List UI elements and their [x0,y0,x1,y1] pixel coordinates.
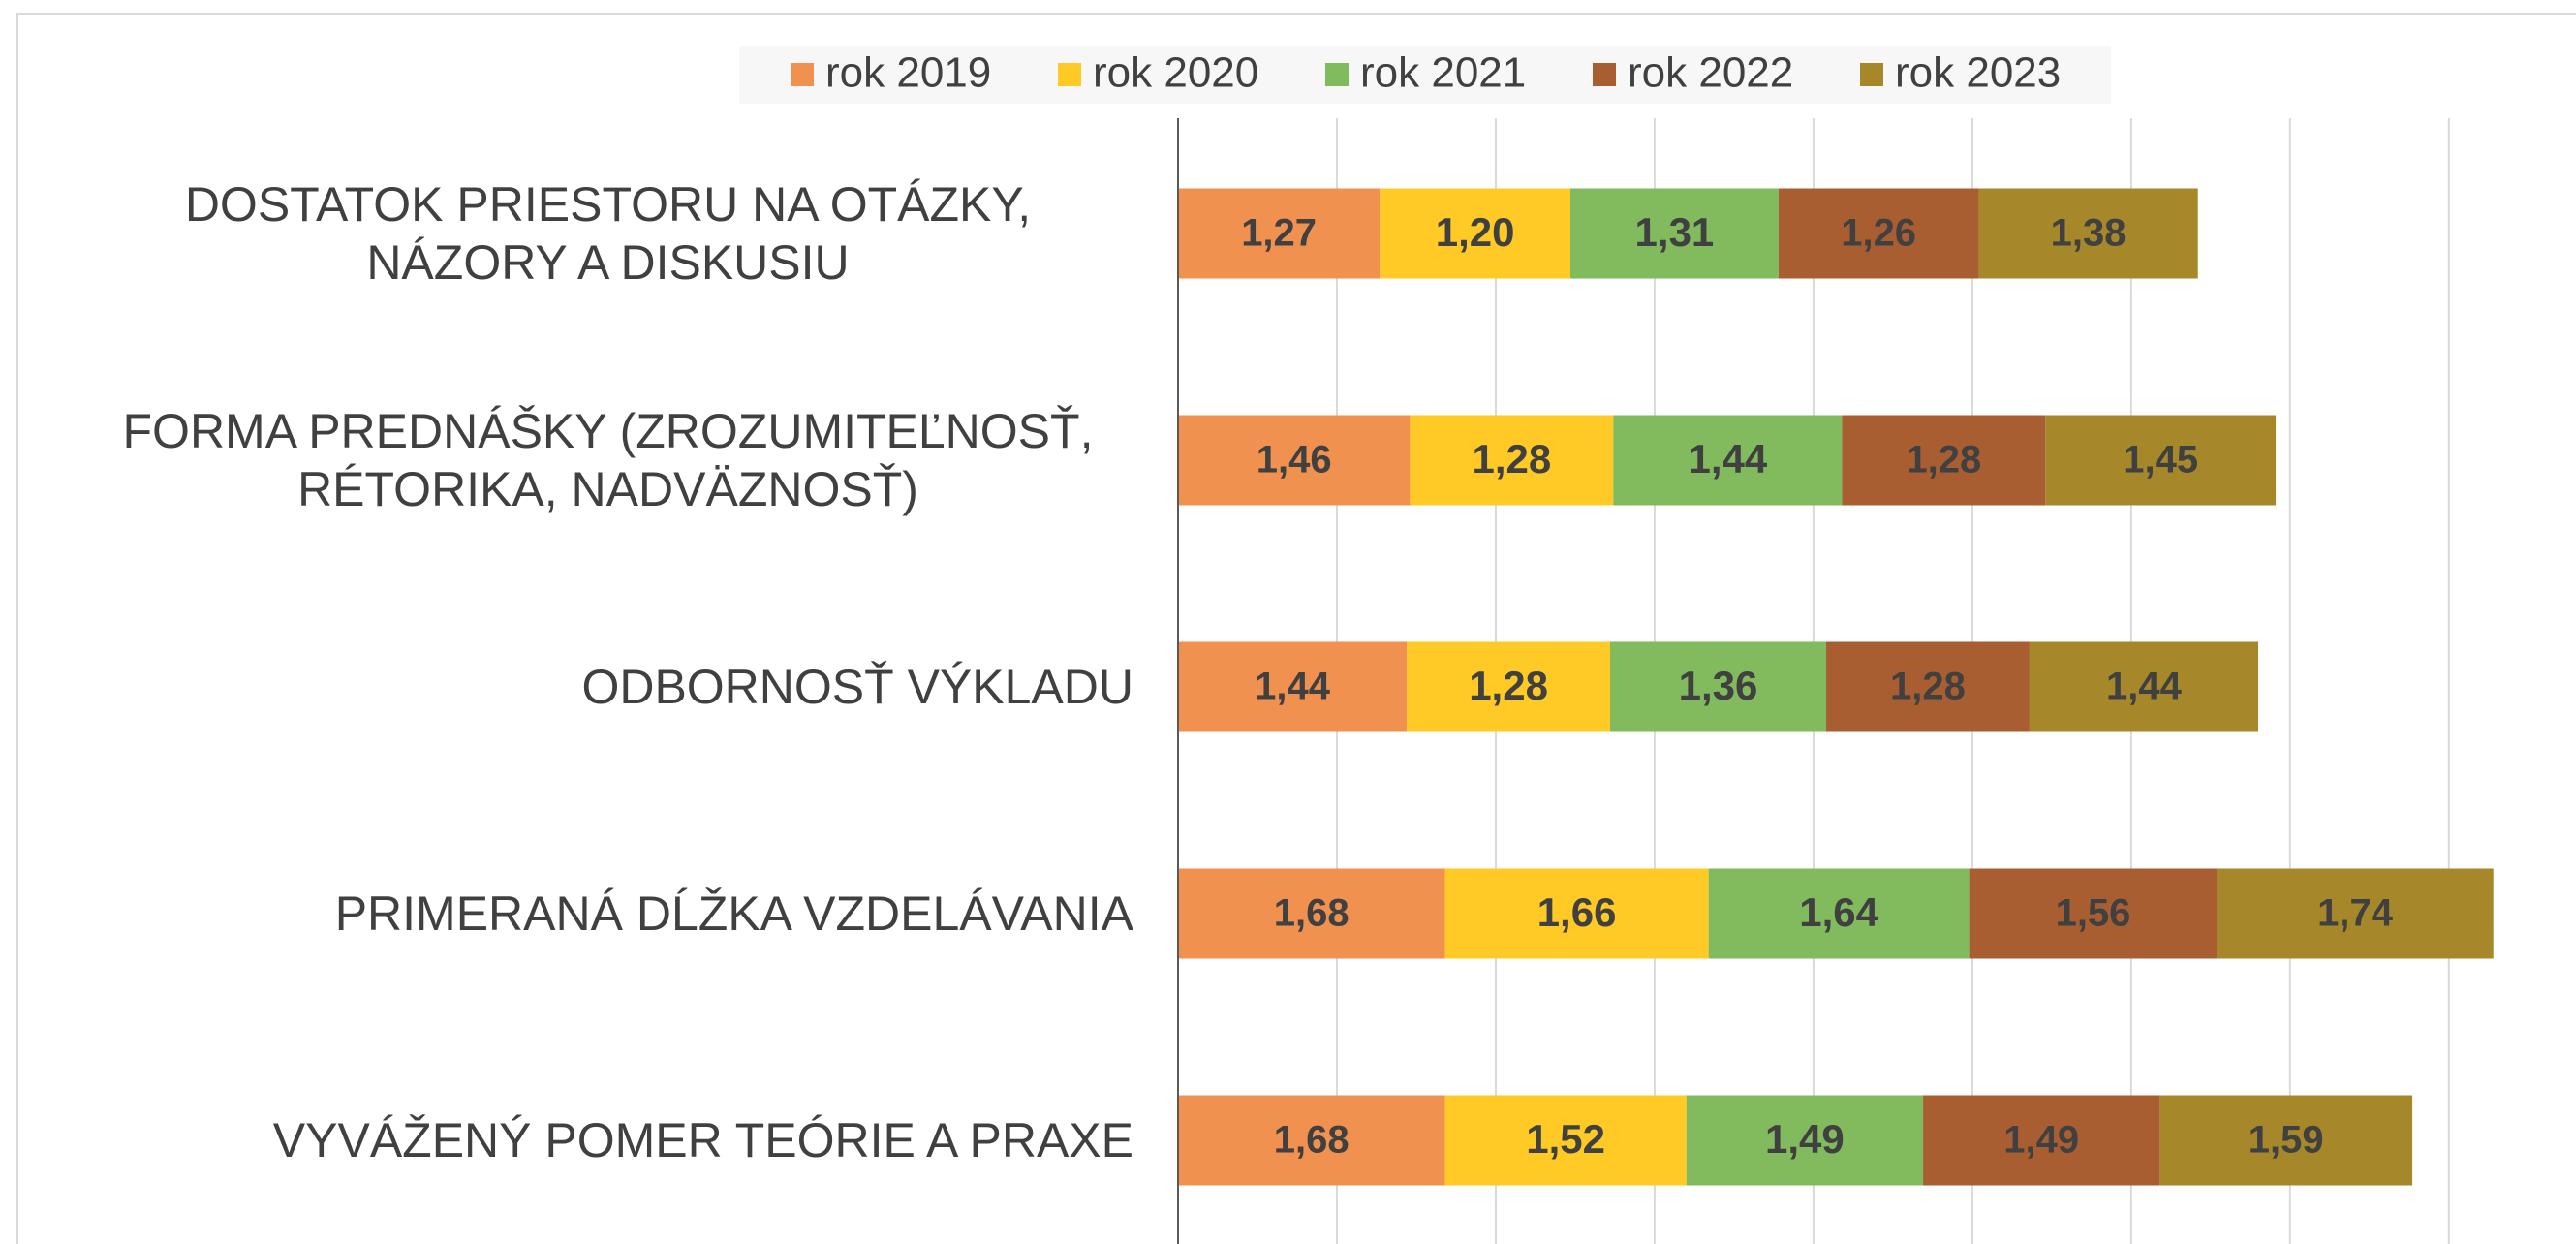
value-label: 1,49 [2003,1119,2079,1162]
bar-segment [2029,641,2259,732]
bar-segment [1923,1095,2160,1186]
bar-segment [1826,641,2030,732]
category-label: VYVÁŽENÝ POMER TEÓRIE A PRAXE [272,1113,1133,1167]
value-label: 1,68 [1274,1119,1350,1162]
category-label-box: VYVÁŽENÝ POMER TEÓRIE A PRAXE [82,1111,1133,1169]
bar-segment [1444,868,1709,959]
bar-segment [1708,868,1970,959]
value-label: 1,74 [2317,892,2394,935]
legend-label: rok 2021 [1360,49,1526,97]
value-label: 1,64 [1799,889,1878,935]
bar-segment [2217,868,2494,959]
legend-label: rok 2022 [1628,49,1793,97]
legend-label: rok 2023 [1895,49,2061,97]
legend-swatch [791,63,814,86]
bar-segment [1410,415,1614,506]
value-label: 1,46 [1257,439,1332,482]
category-label: DOSTATOK PRIESTORU NA OTÁZKY, NÁZORY A D… [184,177,1032,290]
value-label: 1,68 [1274,892,1350,935]
category-label: FORMA PREDNÁŠKY (ZROZUMITEĽNOSŤ, RÉTORIK… [122,404,1094,516]
bar-segment [1178,868,1445,959]
bar-segment [1178,415,1411,506]
value-label: 1,52 [1526,1116,1605,1162]
bar-segment [2045,415,2277,506]
category-label-box: PRIMERANÁ DĹŽKA VZDELÁVANIA [82,885,1133,943]
bar-segment [1178,1095,1445,1186]
chart-border [16,13,2576,1244]
bar-segment [1978,188,2198,279]
bar-segment [1178,188,1381,279]
category-label-box: ODBORNOSŤ VÝKLADU [82,658,1133,716]
legend-swatch [1058,63,1081,86]
bar-segment [1178,641,1408,732]
bar-segment [1380,188,1571,279]
value-label: 1,49 [1765,1116,1845,1162]
legend-label: rok 2020 [1093,49,1258,97]
value-label: 1,20 [1436,209,1515,255]
legend-label: rok 2019 [825,49,991,97]
value-label: 1,66 [1537,889,1617,935]
value-label: 1,31 [1635,209,1715,255]
value-label: 1,28 [1906,439,1981,482]
bar-segment [1610,641,1827,732]
category-label: ODBORNOSŤ VÝKLADU [581,660,1133,714]
value-label: 1,26 [1841,212,1916,255]
bar-segment [1407,641,1611,732]
legend-swatch [1860,63,1883,86]
value-label: 1,28 [1472,436,1551,482]
bar-segment [1570,188,1779,279]
bar-segment [1613,415,1843,506]
value-label: 1,28 [1890,666,1966,708]
category-label-box: DOSTATOK PRIESTORU NA OTÁZKY, NÁZORY A D… [82,175,1133,292]
value-label: 1,27 [1241,212,1317,255]
value-label: 1,36 [1679,663,1758,708]
bar-segment [1969,868,2218,959]
category-label-box: FORMA PREDNÁŠKY (ZROZUMITEĽNOSŤ, RÉTORIK… [82,402,1133,518]
bar-segment [1842,415,2046,506]
value-label: 1,56 [2056,892,2131,935]
value-label: 1,45 [2123,439,2198,482]
value-label: 1,28 [1469,663,1548,708]
value-label: 1,59 [2249,1119,2324,1162]
value-label: 1,38 [2051,212,2126,255]
bar-segment [2159,1095,2413,1186]
value-label: 1,44 [1255,666,1331,708]
value-label: 1,44 [1688,436,1767,482]
bar-segment [1444,1095,1687,1186]
bar-segment [1778,188,1979,279]
legend-swatch [1325,63,1349,86]
legend-swatch [1593,63,1616,86]
value-label: 1,44 [2106,666,2183,708]
bar-segment [1686,1095,1924,1186]
category-label: PRIMERANÁ DĹŽKA VZDELÁVANIA [334,886,1133,941]
